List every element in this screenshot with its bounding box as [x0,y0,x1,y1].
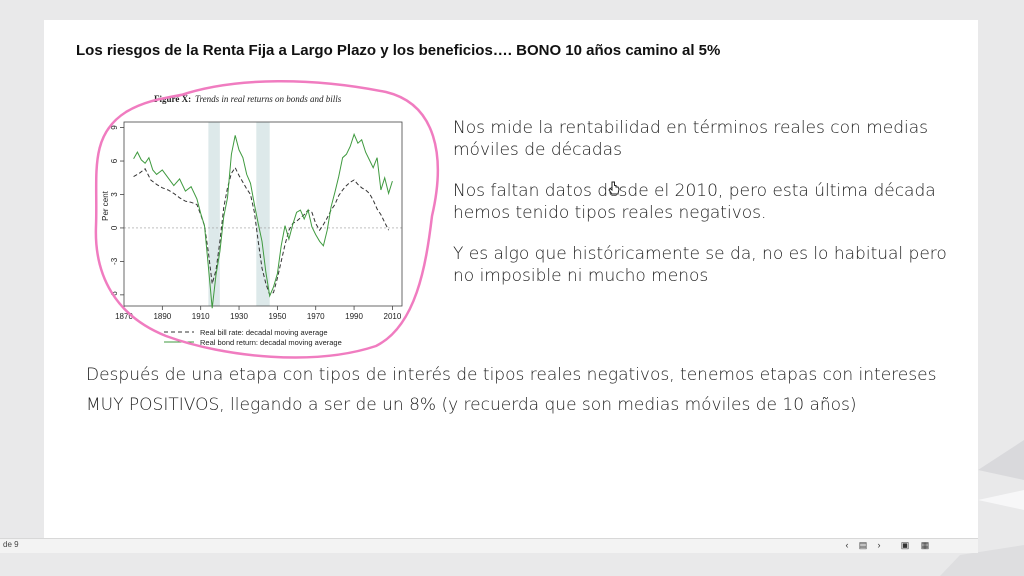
plot-frame [123,121,403,307]
chart-legend: Real bill rate: decadal moving average R… [164,328,342,347]
slide-title: Los riesgos de la Renta Fija a Largo Pla… [76,42,721,59]
x-tick-label-1870: 1870 [115,312,133,321]
y-tick-label-3: 3 [110,192,119,197]
chart-svg: Figure X: Trends in real returns on bond… [101,94,403,347]
x-tick-label-1990: 1990 [345,312,363,321]
chart-title-prefix: Figure X: [154,94,191,104]
y-tick-label--6: -6 [110,291,119,299]
paragraph-1: Nos mide la rentabilidad en términos rea… [453,118,928,160]
chevron-right-icon[interactable]: › [877,540,881,550]
x-tick-label-1930: 1930 [230,312,248,321]
y-axis-label: Per cent [101,190,110,221]
y-tick-label--3: -3 [110,257,119,265]
pink-circle-annotation [94,80,439,359]
pointer-cursor-icon [608,181,620,195]
grid-icon[interactable]: ▦ [920,540,930,550]
x-tick-label-2010: 2010 [384,312,402,321]
chart: Figure X: Trends in real returns on bond… [94,80,446,359]
y-tick-label-0: 0 [110,225,119,230]
presentation-toolbar: de 9 ‹ ▤ › ▣ ▦ [0,538,978,553]
x-tick-label-1970: 1970 [307,312,325,321]
slide: Los riesgos de la Renta Fija a Largo Pla… [44,20,978,538]
y-tick-label-6: 6 [110,158,119,163]
monitor-icon[interactable]: ▣ [900,540,910,550]
legend-label-bond: Real bond return: decadal moving average [200,338,342,347]
x-tick-label-1950: 1950 [268,312,286,321]
series-line-bond-return [133,132,393,309]
paragraph-4: Después de una etapa con tipos de interé… [86,365,937,415]
x-tick-label-1890: 1890 [153,312,171,321]
book-icon[interactable]: ▤ [858,540,868,550]
plot-area: 1870 1890 1910 1930 1950 1970 1990 2010 -6 -3 0 3 6 9 [110,121,403,321]
shaded-period-0 [208,122,220,306]
paragraph-3: Y es algo que históricamente se da, no e… [453,244,947,286]
paragraph-2: Nos faltan datos desde el 2010, pero est… [453,181,936,223]
chevron-left-icon[interactable]: ‹ [845,540,849,550]
y-tick-label-9: 9 [110,125,119,130]
slide-number: de 9 [3,540,19,549]
x-tick-label-1910: 1910 [192,312,210,321]
chart-title: Trends in real returns on bonds and bill… [195,94,342,104]
legend-label-bill: Real bill rate: decadal moving average [200,328,328,337]
shaded-period-1 [256,122,270,306]
series-line-bill-rate [133,166,390,296]
